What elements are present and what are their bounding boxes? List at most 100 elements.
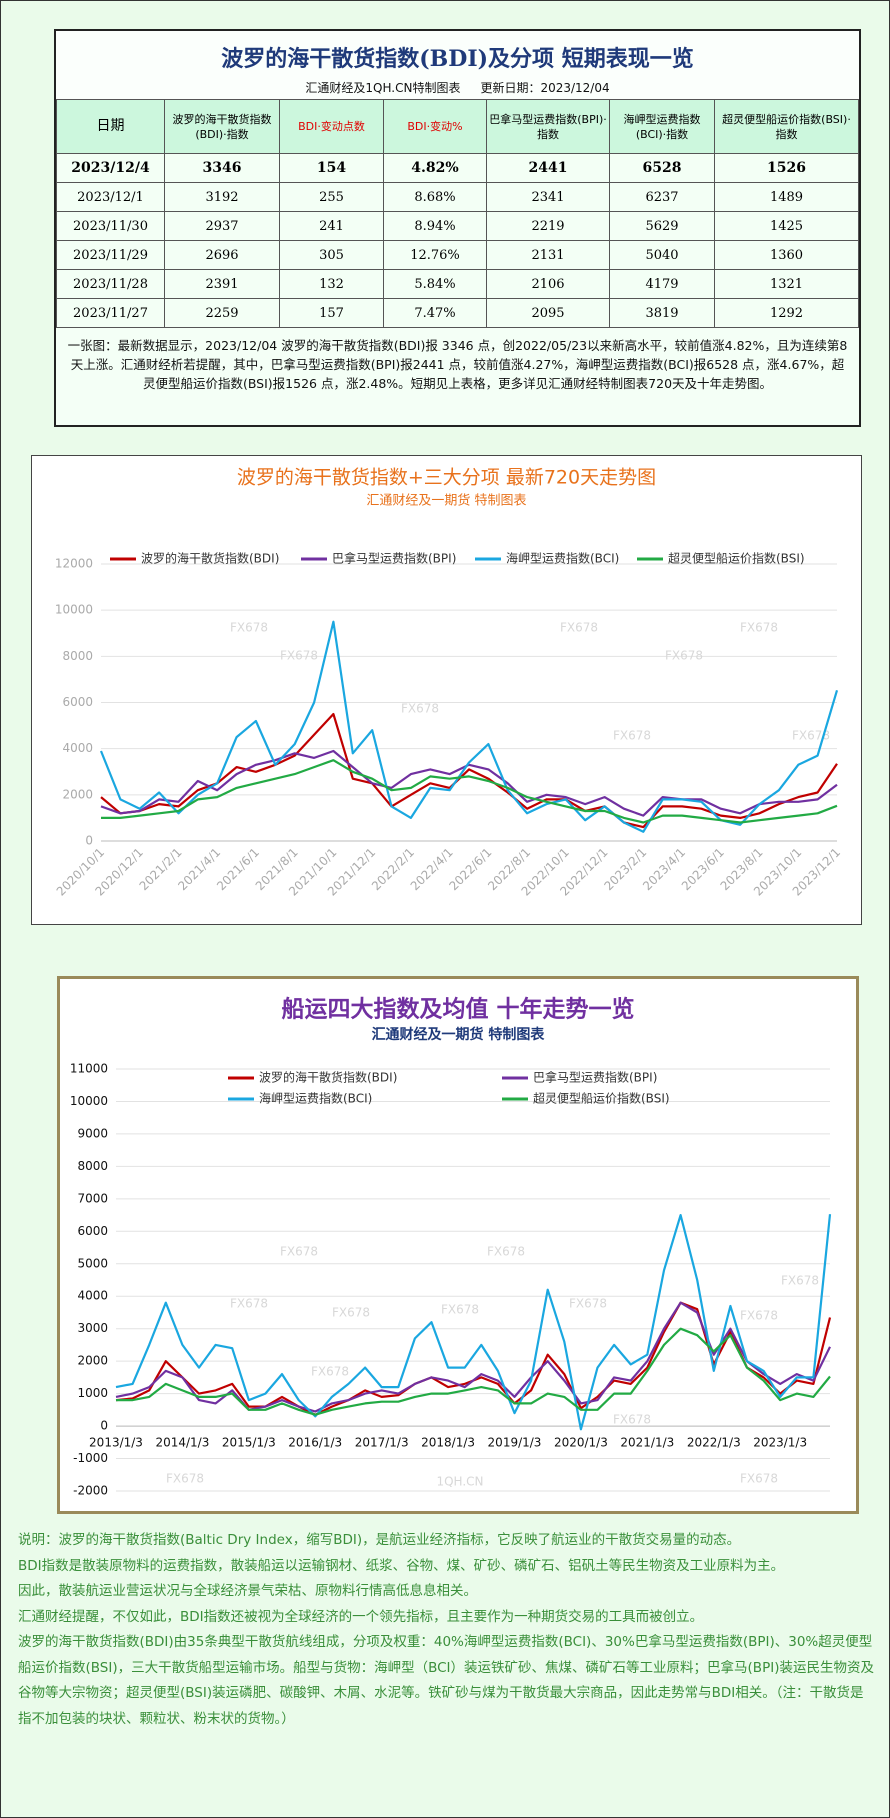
table-cell: 12.76% bbox=[383, 240, 487, 270]
x-tick-label: 2018/1/3 bbox=[421, 1436, 475, 1450]
note-line: 波罗的海干散货指数(BDI)由35条典型干散货航线组成，分项及权重：40%海岬型… bbox=[18, 1634, 874, 1727]
chart-subtitle: 汇通财经及一期货 特制图表 bbox=[366, 493, 526, 509]
column-header: BDI·变动点数 bbox=[279, 99, 384, 154]
y-tick-label: 1000 bbox=[77, 1386, 108, 1400]
y-tick-label: 2000 bbox=[62, 787, 93, 801]
table-cell: 2023/12/1 bbox=[56, 182, 165, 212]
table-cell: 3346 bbox=[164, 153, 280, 183]
x-tick-label: 2022/1/3 bbox=[687, 1436, 741, 1450]
y-tick-label: 2000 bbox=[77, 1354, 108, 1368]
y-tick-label: 5000 bbox=[77, 1256, 108, 1270]
watermark: FX678 bbox=[166, 1472, 204, 1486]
watermark: FX678 bbox=[613, 729, 651, 743]
notes: 说明：波罗的海干散货指数(Baltic Dry Index，缩写BDI)，是航运… bbox=[18, 1528, 874, 1732]
legend-label: 超灵便型船运价指数(BSI) bbox=[668, 551, 805, 566]
y-tick-label: 9000 bbox=[77, 1126, 108, 1140]
table-cell: 2441 bbox=[486, 153, 610, 183]
x-tick-label: 2013/1/3 bbox=[89, 1436, 143, 1450]
note-line: BDI指数是散装原物料的运费指数，散装船运以运输钢材、纸浆、谷物、煤、矿砂、磷矿… bbox=[18, 1557, 785, 1574]
x-tick-label: 2021/1/3 bbox=[620, 1436, 674, 1450]
series-line bbox=[115, 1214, 832, 1431]
table-cell: 1425 bbox=[714, 211, 859, 241]
table-cell: 5040 bbox=[609, 240, 715, 270]
table-row: 2023/11/29 2696 305 12.76% 2131 5040 1360 bbox=[56, 240, 859, 270]
legend-label: 波罗的海干散货指数(BDI) bbox=[259, 1070, 397, 1085]
table-cell: 2095 bbox=[486, 298, 610, 328]
y-tick-label: 8000 bbox=[62, 649, 93, 663]
x-tick-label: 2014/1/3 bbox=[155, 1436, 209, 1450]
watermark: FX678 bbox=[332, 1306, 370, 1320]
table-cell: 6237 bbox=[609, 182, 715, 212]
y-tick-label: 10000 bbox=[70, 1094, 108, 1108]
chart-subtitle: 汇通财经及一期货 特制图表 bbox=[372, 1026, 546, 1043]
header-row: 日期 波罗的海干散货指数(BDI)·指数 BDI·变动点数 BDI·变动% 巴拿马型运费… bbox=[56, 99, 859, 154]
table-cell: 1321 bbox=[714, 269, 859, 299]
table-cell: 8.94% bbox=[383, 211, 487, 241]
watermark: FX678 bbox=[280, 649, 318, 663]
watermark: FX678 bbox=[230, 621, 268, 635]
x-tick-label: 2017/1/3 bbox=[355, 1436, 409, 1450]
y-tick-label: 10000 bbox=[55, 603, 93, 617]
table-cell: 2023/11/28 bbox=[56, 269, 165, 299]
table-cell: 6528 bbox=[609, 153, 715, 183]
x-tick-label: 2023/1/3 bbox=[753, 1436, 807, 1450]
y-tick-label: 7000 bbox=[77, 1191, 108, 1205]
column-header: 波罗的海干散货指数(BDI)·指数 bbox=[164, 99, 280, 154]
table-cell: 2937 bbox=[164, 211, 280, 241]
table-cell: 2023/11/27 bbox=[56, 298, 165, 328]
table-cell: 2023/11/30 bbox=[56, 211, 165, 241]
table-cell: 2131 bbox=[486, 240, 610, 270]
watermark: FX678 bbox=[740, 621, 778, 635]
table-cell: 2391 bbox=[164, 269, 280, 299]
table-cell: 1360 bbox=[714, 240, 859, 270]
watermark: FX678 bbox=[792, 729, 830, 743]
table-row: 2023/12/1 3192 255 8.68% 2341 6237 1489 bbox=[56, 182, 859, 212]
column-header: 日期 bbox=[56, 99, 165, 154]
table-title: 波罗的海干散货指数(BDI)及分项 短期表现一览 bbox=[221, 46, 694, 72]
watermark: FX678 bbox=[740, 1309, 778, 1323]
table-row: 2023/11/27 2259 157 7.47% 2095 3819 1292 bbox=[56, 298, 859, 328]
y-tick-label: 8000 bbox=[77, 1159, 108, 1173]
table-cell: 132 bbox=[279, 269, 384, 299]
y-tick-label: 0 bbox=[85, 834, 93, 848]
table-row: 2023/11/30 2937 241 8.94% 2219 5629 1425 bbox=[56, 211, 859, 241]
chart-background bbox=[31, 455, 862, 925]
table-cell: 1489 bbox=[714, 182, 859, 212]
note-line: 说明：波罗的海干散货指数(Baltic Dry Index，缩写BDI)，是航运… bbox=[18, 1532, 741, 1548]
table-cell: 8.68% bbox=[383, 182, 487, 212]
column-header: BDI·变动% bbox=[383, 99, 487, 154]
summary-table-box: 波罗的海干散货指数(BDI)及分项 短期表现一览 汇通财经及1QH.CN特制图表… bbox=[54, 29, 861, 427]
note-line: 因此，散装航运业营运状况与全球经济景气荣枯、原物料行情高低息息相关。 bbox=[18, 1583, 477, 1599]
chart-title: 船运四大指数及均值 十年走势一览 bbox=[281, 996, 634, 1023]
table-header: 波罗的海干散货指数(BDI)及分项 短期表现一览 汇通财经及1QH.CN特制图表… bbox=[56, 31, 859, 99]
legend-label: 波罗的海干散货指数(BDI) bbox=[141, 551, 279, 566]
watermark: FX678 bbox=[441, 1303, 479, 1317]
chart-background bbox=[57, 976, 859, 1514]
watermark: FX678 bbox=[487, 1245, 525, 1259]
y-tick-label: -2000 bbox=[73, 1484, 108, 1498]
table-cell: 2106 bbox=[486, 269, 610, 299]
legend-label: 巴拿马型运费指数(BPI) bbox=[332, 551, 456, 566]
y-tick-label: 11000 bbox=[70, 1062, 108, 1076]
table-cell: 3819 bbox=[609, 298, 715, 328]
y-tick-label: 4000 bbox=[62, 741, 93, 755]
table-cell: 2023/11/29 bbox=[56, 240, 165, 270]
watermark: FX678 bbox=[569, 1297, 607, 1311]
chart-title: 波罗的海干散货指数+三大分项 最新720天走势图 bbox=[237, 467, 656, 489]
data-table: 日期 波罗的海干散货指数(BDI)·指数 BDI·变动点数 BDI·变动% 巴拿马型运费… bbox=[56, 99, 859, 328]
table-subtitle: 汇通财经及1QH.CN特制图表 更新日期：2023/12/04 bbox=[56, 79, 859, 96]
column-header: 巴拿马型运费指数(BPI)·指数 bbox=[486, 99, 610, 154]
table-cell: 2341 bbox=[486, 182, 610, 212]
legend-label: 超灵便型船运价指数(BSI) bbox=[533, 1091, 670, 1106]
table-row: 2023/12/4 3346 154 4.82% 2441 6528 1526 bbox=[56, 153, 859, 183]
watermark: FX678 bbox=[311, 1365, 349, 1379]
series-line bbox=[99, 620, 839, 833]
watermark: 1QH.CN bbox=[436, 1475, 483, 1489]
watermark: FX678 bbox=[280, 1245, 318, 1259]
watermark: FX678 bbox=[665, 649, 703, 663]
y-tick-label: 3000 bbox=[77, 1321, 108, 1335]
y-tick-label: 12000 bbox=[55, 557, 93, 571]
